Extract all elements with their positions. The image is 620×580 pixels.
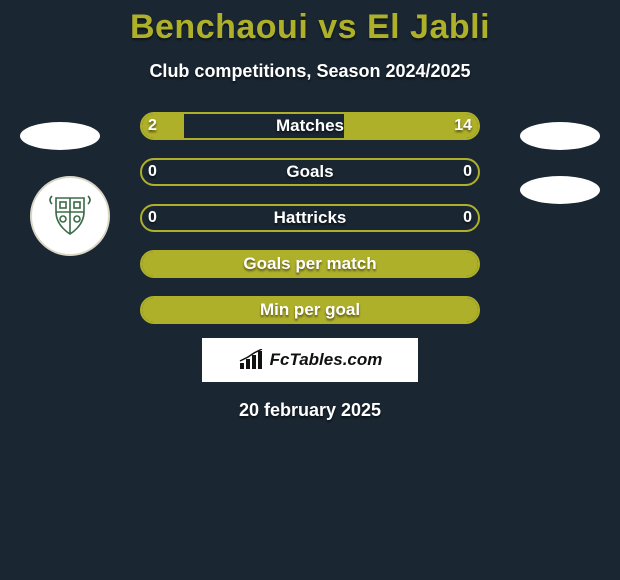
comparison-card: Benchaoui vs El Jabli Club competitions,… xyxy=(0,0,620,580)
page-title: Benchaoui vs El Jabli xyxy=(0,8,620,47)
crest-icon xyxy=(42,188,98,244)
stat-row: Matches214 xyxy=(140,112,480,140)
stat-fill-left xyxy=(142,114,184,138)
team-logo-right-1 xyxy=(520,122,600,150)
stat-track xyxy=(140,296,480,324)
stat-fill xyxy=(142,298,478,322)
stat-row: Min per goal xyxy=(140,296,480,324)
stat-row: Goals00 xyxy=(140,158,480,186)
stat-row: Hattricks00 xyxy=(140,204,480,232)
team-logo-right-2 xyxy=(520,176,600,204)
stat-bars: Matches214 Goals00 Hattricks00 Goals per ma… xyxy=(140,112,480,324)
stat-track xyxy=(140,204,480,232)
bars-icon xyxy=(238,349,264,371)
stat-track xyxy=(140,112,480,140)
team-emblem-left xyxy=(30,176,110,256)
stat-track xyxy=(140,250,480,278)
stat-fill xyxy=(142,252,478,276)
stat-track xyxy=(140,158,480,186)
brand-text: FcTables.com xyxy=(270,350,383,370)
date-text: 20 february 2025 xyxy=(0,400,620,421)
stat-fill-right xyxy=(344,114,478,138)
subtitle: Club competitions, Season 2024/2025 xyxy=(0,61,620,82)
stat-row: Goals per match xyxy=(140,250,480,278)
brand-badge[interactable]: FcTables.com xyxy=(202,338,418,382)
team-logo-left-1 xyxy=(20,122,100,150)
